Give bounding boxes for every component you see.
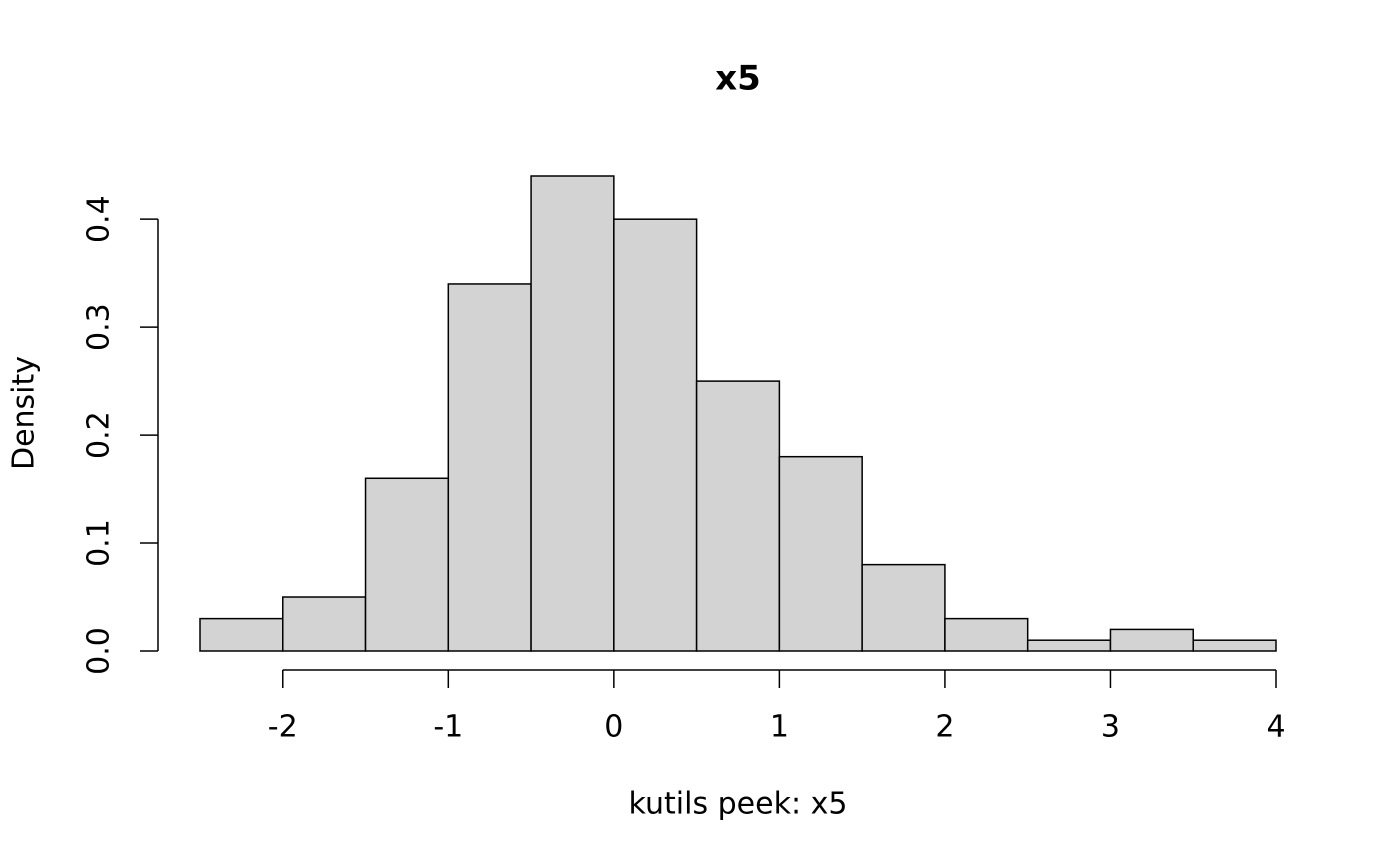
bar: [1026, 639, 1112, 652]
y-tick-label: 0.2: [82, 411, 117, 459]
y-tick-label: 0.0: [82, 627, 117, 675]
x-tick-label: -1: [433, 710, 463, 745]
bar: [1109, 628, 1194, 652]
bar: [199, 617, 284, 652]
bar: [861, 563, 946, 652]
y-axis-label: Density: [7, 356, 42, 470]
x-tick-label: 0: [604, 710, 623, 745]
bar: [282, 596, 367, 652]
y-tick-label: 0.1: [82, 519, 117, 567]
x-tick-label: 3: [1101, 710, 1120, 745]
x-tick-label: -2: [268, 710, 298, 745]
y-tick-label: 0.3: [82, 303, 117, 351]
x-axis-label: kutils peek: x5: [629, 787, 848, 822]
bar: [695, 380, 781, 652]
x-tick-label: 4: [1266, 710, 1285, 745]
bar: [613, 218, 698, 652]
bar: [364, 477, 450, 652]
bar: [447, 283, 532, 652]
bar: [778, 455, 863, 652]
y-tick-label: 0.4: [82, 195, 117, 243]
x-tick-label: 1: [770, 710, 789, 745]
chart-title: x5: [715, 59, 761, 99]
bar: [530, 175, 615, 652]
bar: [944, 617, 1029, 652]
bar: [1192, 639, 1277, 652]
x-tick-label: 2: [935, 710, 954, 745]
